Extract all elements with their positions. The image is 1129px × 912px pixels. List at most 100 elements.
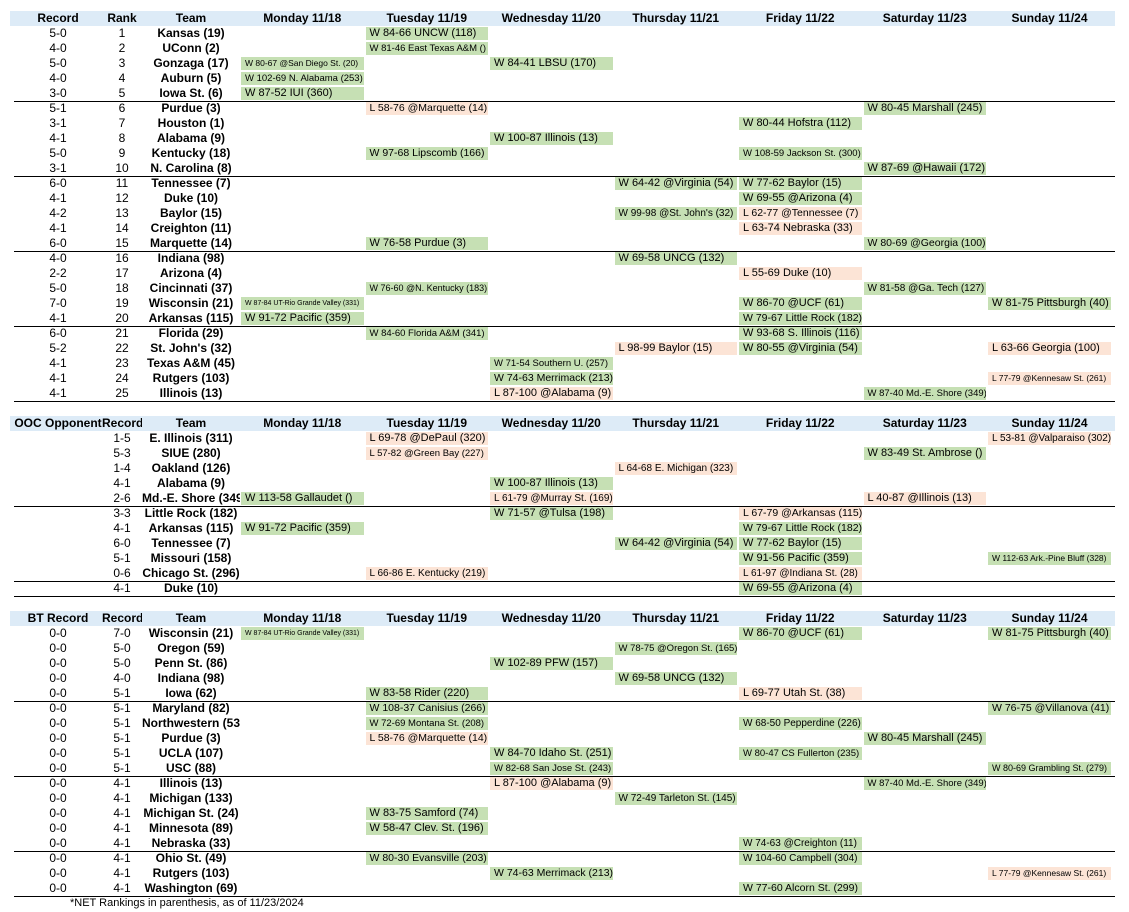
row-value: 4-1 [113,821,131,835]
row-value: 10 [115,161,129,175]
game-result: W 80-30 Evansville (203) [365,852,488,865]
team-name: Wisconsin (21) [148,296,234,310]
row-value: 0-0 [49,806,67,820]
row-value: 4-1 [113,881,131,895]
row-value: 5-1 [49,101,67,115]
row-value: 6-0 [49,326,67,340]
row-value: 6 [118,101,126,115]
game-result: W 87-69 @Hawaii (172) [863,162,986,175]
row-value: 4-1 [113,866,131,880]
row-value: 4-1 [49,131,67,145]
column-header: Sunday 11/24 [1011,416,1088,430]
column-header: Saturday 11/23 [882,611,967,625]
team-name: Missouri (158) [150,551,232,565]
game-result: W 83-58 Rider (220) [365,687,488,700]
game-result: W 80-44 Hofstra (112) [739,117,862,130]
team-name: Tennessee (7) [151,176,231,190]
row-value: 4-2 [49,206,67,220]
game-result: W 79-67 Little Rock (182) [739,312,862,325]
column-header: Friday 11/22 [765,611,835,625]
row-value: 5-1 [113,551,131,565]
group-separator [14,251,1115,252]
row-value: 3-1 [49,161,67,175]
column-header: Thursday 11/21 [632,611,720,625]
row-value: 3-3 [113,506,131,520]
game-result: W 71-54 Southern U. (257) [490,357,613,370]
row-value: 4 [118,71,126,85]
row-value: 5-0 [49,56,67,70]
game-result: W 80-55 @Virginia (54) [739,342,862,355]
row-value: 0-0 [49,761,67,775]
row-value: 4-1 [49,311,67,325]
column-header: Wednesday 11/20 [501,611,601,625]
game-result: W 81-58 @Ga. Tech (127) [863,282,986,295]
row-value: 4-1 [113,851,131,865]
team-name: Florida (29) [158,326,224,340]
column-header: Record [102,416,142,430]
game-result: L 67-79 @Arkansas (115) [739,507,862,520]
team-name: Kentucky (18) [151,146,231,160]
game-result: L 58-76 @Marquette (14) [365,102,488,115]
game-result: L 62-77 @Tennessee (7) [739,207,862,220]
team-name: Oregon (59) [157,641,225,655]
row-value: 5-0 [113,656,131,670]
team-name: UConn (2) [162,41,220,55]
game-result: W 81-75 Pittsburgh (40) [988,627,1111,640]
row-value: 3 [118,56,126,70]
row-value: 1-4 [113,461,131,475]
row-value: 5-0 [113,641,131,655]
game-result: W 99-98 @St. John's (32) [614,207,737,220]
row-value: 19 [115,296,129,310]
team-name: Arizona (4) [159,266,222,280]
row-value: 5-1 [113,716,131,730]
row-value: 4-0 [49,251,67,265]
game-result: W 97-68 Lipscomb (166) [365,147,488,160]
row-value: 12 [115,191,129,205]
game-result: L 77-79 @Kennesaw St. (261) [988,867,1111,880]
group-separator [14,596,1115,597]
row-value: 4-1 [113,791,131,805]
group-separator [14,326,1115,327]
row-value: 4-1 [113,581,131,595]
row-value: 24 [115,371,129,385]
game-result: W 87-40 Md.-E. Shore (349) [863,777,986,790]
column-header: Team [175,416,207,430]
game-result: W 113-58 Gallaudet () [241,492,364,505]
row-value: 2-2 [49,266,67,280]
column-header: Friday 11/22 [765,11,835,25]
team-name: Auburn (5) [160,71,222,85]
row-value: 0-6 [113,566,131,580]
game-result: W 77-62 Baylor (15) [739,537,862,550]
team-name: Nebraska (33) [151,836,231,850]
row-value: 5-0 [49,281,67,295]
column-header: OOC Opponent [14,416,102,430]
row-value: 0-0 [49,836,67,850]
row-value: 0-0 [49,641,67,655]
game-result: L 63-74 Nebraska (33) [739,222,862,235]
row-value: 5 [118,86,126,100]
row-value: 0-0 [49,671,67,685]
game-result: W 69-55 @Arizona (4) [739,582,862,595]
game-result: W 64-42 @Virginia (54) [614,177,737,190]
game-result: W 81-46 East Texas A&M () [365,42,488,55]
row-value: 7-0 [113,626,131,640]
game-result: W 80-45 Marshall (245) [863,102,986,115]
team-name: Michigan St. (24) [143,806,239,820]
row-value: 1-5 [113,431,131,445]
row-value: 5-1 [113,686,131,700]
game-result: W 69-55 @Arizona (4) [739,192,862,205]
column-header: Thursday 11/21 [632,416,720,430]
game-result: W 80-45 Marshall (245) [863,732,986,745]
team-name: Cincinnati (37) [149,281,233,295]
team-name: USC (88) [165,761,216,775]
game-result: W 72-49 Tarleton St. (145) [614,792,737,805]
team-name: Texas A&M (45) [146,356,236,370]
team-name: N. Carolina (8) [150,161,232,175]
team-name: Washington (69) [144,881,238,895]
column-header: Sunday 11/24 [1011,611,1088,625]
row-value: 5-0 [49,146,67,160]
game-result: W 93-68 S. Illinois (116) [739,327,862,340]
game-result: W 80-67 @San Diego St. (20) [241,57,364,70]
team-name: Oakland (126) [151,461,231,475]
